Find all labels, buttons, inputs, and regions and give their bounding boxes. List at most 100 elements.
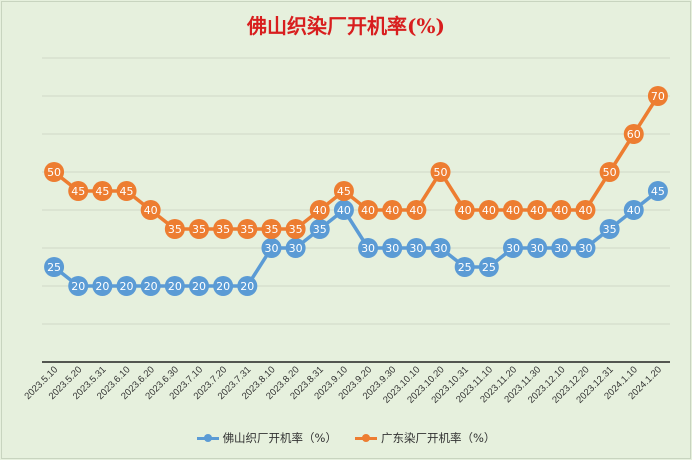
series-1-point xyxy=(503,200,523,220)
series-1-data-label: 45 xyxy=(95,185,109,198)
series-1-point xyxy=(575,200,596,220)
series-1-point xyxy=(164,219,185,239)
series-0-data-label: 25 xyxy=(47,261,61,274)
series-1-point xyxy=(92,181,113,201)
series-0-data-label: 40 xyxy=(337,204,351,217)
series-1-data-label: 40 xyxy=(482,204,496,217)
series-0-point xyxy=(527,238,548,258)
series-1-data-label: 40 xyxy=(385,204,399,217)
series-1-data-label: 40 xyxy=(578,204,592,217)
legend: 佛山织厂开机率（%） 广东染厂开机率（%） xyxy=(0,430,692,446)
series-0-point xyxy=(382,238,403,258)
series-0-data-label: 20 xyxy=(144,280,158,293)
series-1-data-label: 45 xyxy=(71,185,85,198)
series-1-data-label: 50 xyxy=(434,166,448,179)
series-1-data-label: 45 xyxy=(120,185,134,198)
series-0-data-label: 35 xyxy=(313,223,327,236)
series-1-point xyxy=(599,162,620,182)
series-0-data-label: 25 xyxy=(482,261,496,274)
series-1-point xyxy=(358,200,379,220)
series-1-point xyxy=(406,200,427,220)
series-1-data-label: 40 xyxy=(530,204,544,217)
series-0-point xyxy=(237,276,258,296)
series-0-point xyxy=(285,238,306,258)
series-0-point xyxy=(454,257,475,277)
series-1-data-label: 35 xyxy=(192,223,206,236)
series-1-point xyxy=(44,162,65,182)
series-1-data-label: 50 xyxy=(603,166,617,179)
series-0-data-label: 20 xyxy=(216,280,230,293)
series-0-data-label: 25 xyxy=(458,261,472,274)
series-1-data-label: 40 xyxy=(506,204,520,217)
series-1-data-label: 40 xyxy=(458,204,472,217)
series-0-data-label: 20 xyxy=(71,280,85,293)
series-0-point xyxy=(430,238,451,258)
series-1-data-label: 40 xyxy=(409,204,423,217)
series-0-point xyxy=(623,200,644,220)
series-1-point xyxy=(551,200,572,220)
chart-title: 佛山织染厂开机率(%) xyxy=(247,14,445,38)
series-1-data-label: 50 xyxy=(47,166,61,179)
series-1-data-label: 45 xyxy=(337,185,351,198)
series-0-point xyxy=(68,276,89,296)
series-0-point xyxy=(140,276,161,296)
series-1-point xyxy=(213,219,234,239)
series-0-point xyxy=(599,219,620,239)
series-1-data-label: 40 xyxy=(554,204,568,217)
series-0-point xyxy=(503,238,523,258)
series-1-point xyxy=(430,162,451,182)
series-0-data-label: 20 xyxy=(240,280,254,293)
series-0-data-label: 30 xyxy=(264,242,278,255)
series-0-point xyxy=(647,181,668,201)
series-1-point xyxy=(454,200,475,220)
series-0-point xyxy=(92,276,113,296)
legend-label-foshan: 佛山织厂开机率（%） xyxy=(222,431,337,445)
series-1-point xyxy=(116,181,137,201)
series-1-point xyxy=(309,200,330,220)
series-0-point xyxy=(261,238,282,258)
series-0-data-label: 45 xyxy=(651,185,665,198)
legend-swatch-foshan xyxy=(196,433,219,443)
series-1-data-label: 70 xyxy=(651,90,665,103)
series-0-data-label: 30 xyxy=(409,242,423,255)
series-0-data-label: 35 xyxy=(603,223,617,236)
series-0-point xyxy=(44,257,65,277)
series-0-point xyxy=(575,238,596,258)
series-0-data-label: 30 xyxy=(385,242,399,255)
series-0-data-label: 40 xyxy=(627,204,641,217)
series-1-point xyxy=(189,219,209,239)
series-0-data-label: 20 xyxy=(168,280,182,293)
series-0-data-label: 20 xyxy=(120,280,134,293)
series-1-data-label: 40 xyxy=(144,204,158,217)
legend-item-guangdong: 广东染厂开机率（%） xyxy=(355,430,495,446)
series-0-data-label: 30 xyxy=(530,242,544,255)
series-1-point xyxy=(382,200,403,220)
series-0-point xyxy=(478,257,499,277)
series-0-point xyxy=(406,238,427,258)
series-0-data-label: 20 xyxy=(95,280,109,293)
series-0-point xyxy=(213,276,234,296)
series-1-point xyxy=(647,86,668,106)
series-1-data-label: 35 xyxy=(240,223,254,236)
legend-label-guangdong: 广东染厂开机率（%） xyxy=(381,431,496,445)
series-1-point xyxy=(68,181,89,201)
series-1-data-label: 35 xyxy=(264,223,278,236)
series-0-data-label: 30 xyxy=(361,242,375,255)
series-0-data-label: 30 xyxy=(506,242,520,255)
series-1-point xyxy=(237,219,258,239)
series-0-point xyxy=(189,276,209,296)
series-1-data-label: 40 xyxy=(313,204,327,217)
series-1-point xyxy=(261,219,282,239)
series-1-point xyxy=(527,200,548,220)
series-1-point xyxy=(285,219,306,239)
series-1-point xyxy=(333,181,354,201)
series-0-point xyxy=(309,219,330,239)
series-0-point xyxy=(164,276,185,296)
series-0-data-label: 30 xyxy=(554,242,568,255)
series-0-data-label: 20 xyxy=(192,280,206,293)
series-0-point xyxy=(333,200,354,220)
series-1-data-label: 60 xyxy=(627,128,641,141)
series-1-point xyxy=(478,200,499,220)
